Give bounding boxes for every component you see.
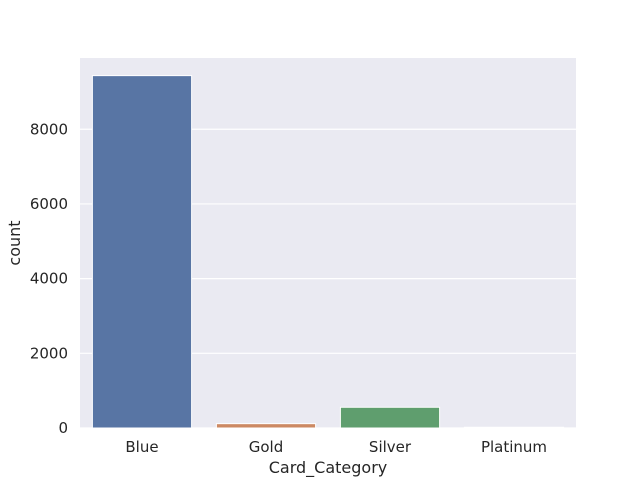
bars: [91, 75, 565, 429]
y-tick-label: 6000: [30, 195, 68, 213]
bar-platinum: [463, 426, 565, 429]
y-tick-label: 4000: [30, 270, 68, 288]
x-tick-label-platinum: Platinum: [481, 438, 547, 456]
bar-blue: [91, 75, 193, 429]
x-tick-label-blue: Blue: [125, 438, 158, 456]
bar-gold: [215, 423, 317, 429]
x-tick-labels: Blue Gold Silver Platinum: [125, 438, 547, 456]
y-axis-label: count: [5, 220, 24, 265]
y-tick-label: 0: [58, 419, 68, 437]
x-axis-label: Card_Category: [269, 458, 388, 478]
bar-silver: [339, 406, 441, 429]
x-tick-label-gold: Gold: [249, 438, 284, 456]
y-tick-label: 8000: [30, 120, 68, 138]
y-tick-labels: 0 2000 4000 6000 8000: [30, 120, 68, 437]
y-tick-label: 2000: [30, 344, 68, 362]
x-tick-label-silver: Silver: [369, 438, 412, 456]
